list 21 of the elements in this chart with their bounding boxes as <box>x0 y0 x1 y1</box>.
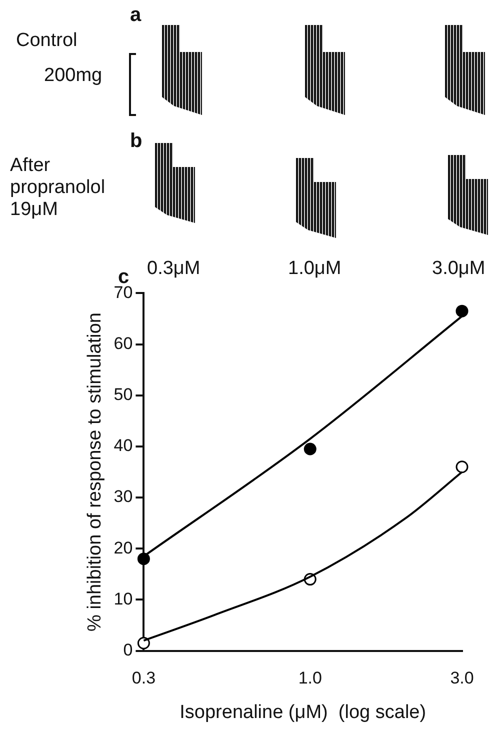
x-axis-title: Isoprenaline (μM) (log scale) <box>180 702 426 723</box>
y-tick-label: 30 <box>114 487 133 506</box>
x-tick-label: 3.0 <box>450 668 474 688</box>
y-tick-label: 70 <box>114 282 133 302</box>
text: 3.0μM <box>432 258 486 280</box>
text: 1.0μM <box>288 258 342 280</box>
x-tick-label: 0.3 <box>132 668 156 688</box>
y-tick-label: 20 <box>114 538 133 558</box>
y-tick-label: 50 <box>114 385 133 404</box>
text: a <box>130 4 142 26</box>
y-axis-title: % inhibition of response to stimulation <box>84 312 106 632</box>
text: b <box>130 130 142 152</box>
text: After propranolol 19μM <box>10 155 106 221</box>
x-tick-label: 1.0 <box>298 668 322 688</box>
y-tick-label: 40 <box>114 436 133 456</box>
text: 200mg <box>44 65 102 87</box>
y-tick-label: 10 <box>114 589 133 608</box>
y-tick-label: 60 <box>114 334 133 353</box>
text: Control <box>16 30 78 52</box>
text: 0.3μM <box>147 258 200 280</box>
y-tick-label: 0 <box>123 640 133 660</box>
